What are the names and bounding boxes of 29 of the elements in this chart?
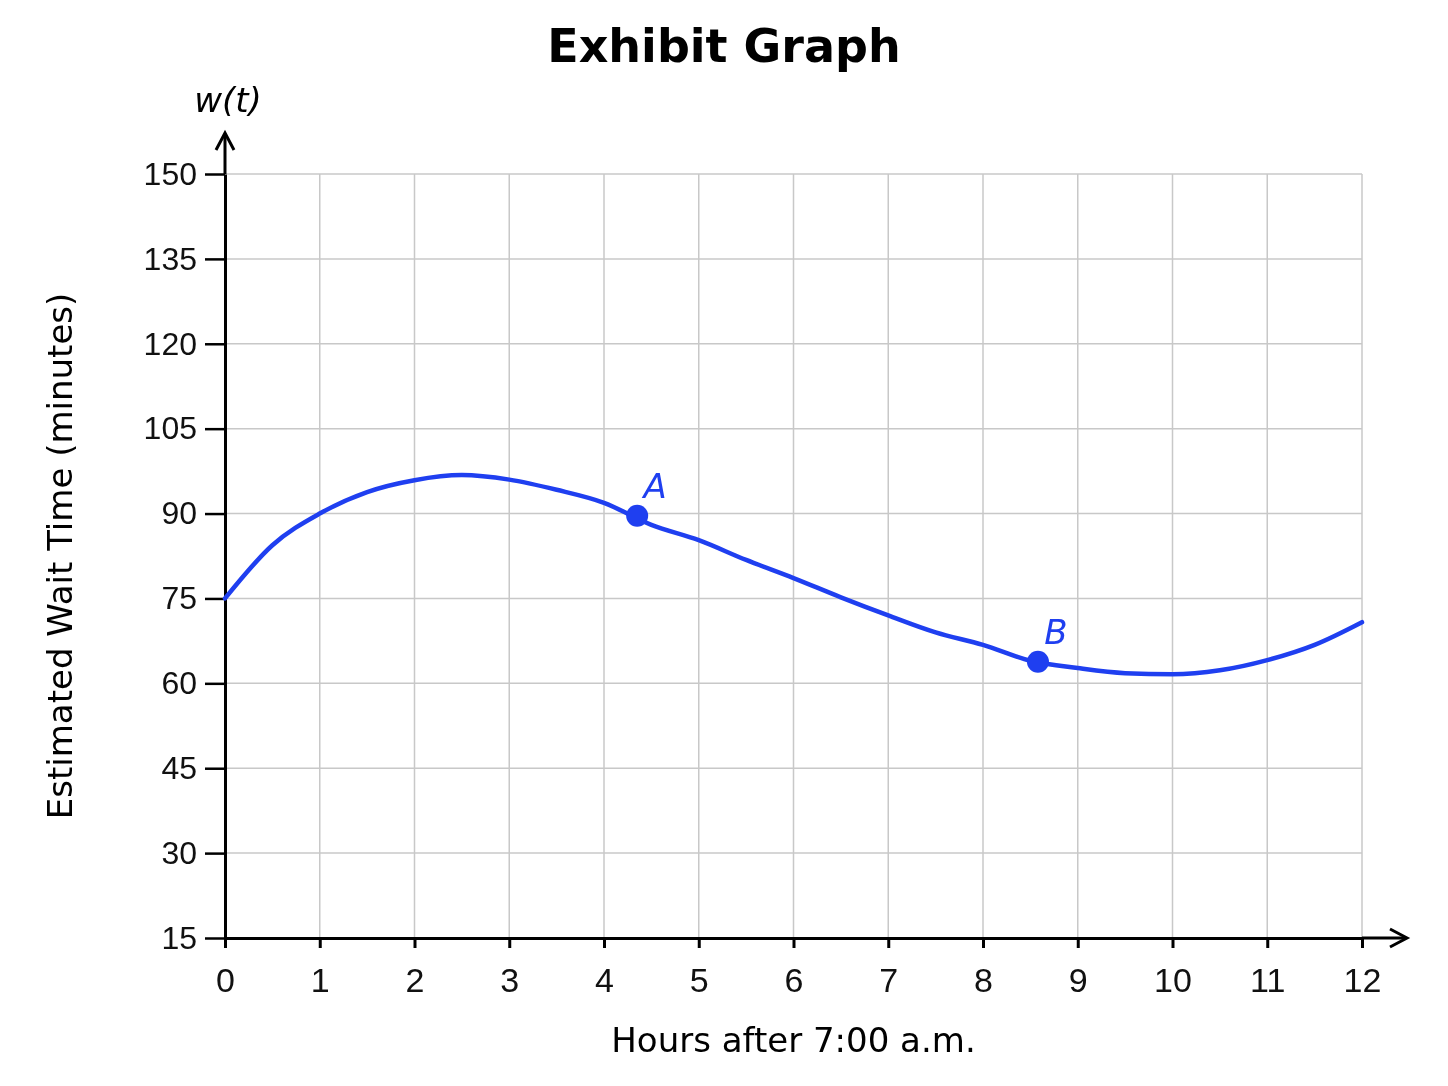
y-tick-label: 60 [161, 665, 197, 702]
annotation: B [1044, 611, 1068, 652]
x-tick-label: 2 [405, 960, 425, 999]
text: w(t) [194, 80, 262, 120]
x-tick-label: 10 [1154, 960, 1192, 999]
x-tick-label: 1 [310, 960, 330, 999]
x-tick-label: 12 [1343, 960, 1382, 999]
y-tick-label: 30 [161, 834, 197, 871]
x-tick-label: 0 [216, 960, 235, 999]
y-tick-label: 135 [143, 240, 197, 277]
x-tick-label: 3 [500, 960, 520, 999]
x-tick-label: 9 [1068, 960, 1088, 999]
x-tick-label: 5 [689, 960, 709, 999]
y-axis-title: Estimated Wait Time (minutes) [40, 292, 80, 820]
y-tick-label: 90 [161, 495, 197, 532]
y-tick-label: 105 [143, 410, 197, 447]
y-tick-label: 120 [143, 325, 197, 362]
y-tick-label: 15 [161, 919, 197, 956]
y-tick-label: 75 [161, 580, 197, 617]
x-tick-label: 7 [879, 960, 899, 999]
x-tick-label: 4 [595, 960, 614, 999]
y-tick-label: 45 [161, 749, 197, 786]
x-tick-label: 11 [1250, 960, 1286, 999]
x-axis-title: Hours after 7:00 a.m. [611, 1020, 976, 1060]
x-tick-label: 6 [784, 960, 804, 999]
annotation: A [641, 465, 667, 506]
y-tick-label: 150 [143, 155, 197, 192]
chart-title: Exhibit Graph [547, 19, 901, 73]
x-tick-label: 8 [974, 960, 993, 999]
